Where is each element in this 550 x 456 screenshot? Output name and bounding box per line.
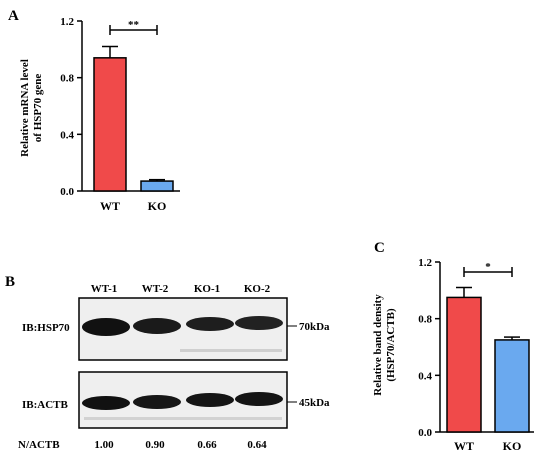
blot-actb-label: IB:ACTB xyxy=(22,399,69,411)
blot-actb-band-wt-1 xyxy=(82,396,130,410)
lane-label-wt-1: WT-1 xyxy=(91,283,118,295)
lane-label-wt-2: WT-2 xyxy=(142,283,169,295)
panel-c-bar-ko xyxy=(494,339,530,433)
panel-a-bar-ko xyxy=(140,180,174,192)
panel-a-ylabel-line1: Relative mRNA level xyxy=(19,59,31,157)
panel-a-ylabel-line2: of HSP70 gene xyxy=(32,74,44,143)
panel-c-ytick-label: 0.0 xyxy=(418,427,432,439)
panel-a-ytick-label: 1.2 xyxy=(60,16,74,28)
panel-c: C Relative band density (HSP70/ACTB) 0.0… xyxy=(372,240,534,453)
blot-actb-band-wt-2 xyxy=(133,395,181,409)
panel-a-letter: A xyxy=(8,8,19,24)
panel-a-bar-wt xyxy=(93,57,127,192)
panel-a-ytick-label: 0.8 xyxy=(60,73,74,85)
panel-c-category-ko: KO xyxy=(503,439,522,453)
panel-a-significance-stars: ** xyxy=(128,19,140,31)
panel-a: A Relative mRNA level of HSP70 gene 0.0 0… xyxy=(8,8,180,213)
lane-label-ko-2: KO-2 xyxy=(244,283,271,295)
panel-c-ylabel-line2: (HSP70/ACTB) xyxy=(385,308,397,382)
ratio-value-ko-1: 0.66 xyxy=(197,439,217,451)
blot-hsp70-size: 70kDa xyxy=(299,321,330,333)
panel-c-bar-wt xyxy=(446,296,482,433)
blot-hsp70-faint-band xyxy=(180,349,282,352)
lane-label-ko-1: KO-1 xyxy=(194,283,220,295)
panel-c-significance-stars: * xyxy=(485,261,491,273)
blot-hsp70-band-wt-1 xyxy=(82,318,130,336)
panel-c-ylabel-line1: Relative band density xyxy=(372,294,384,396)
blot-actb-faint-band xyxy=(84,417,282,420)
panel-c-ytick-label: 0.4 xyxy=(418,370,432,382)
panel-c-ytick-label: 0.8 xyxy=(418,314,432,326)
panel-b: B WT-1 WT-2 KO-1 KO-2 IB:HSP70 70kDa IB:… xyxy=(5,274,330,451)
ratio-value-ko-2: 0.64 xyxy=(247,439,267,451)
panel-c-letter: C xyxy=(374,240,385,256)
blot-actb-band-ko-2 xyxy=(235,392,283,406)
blot-hsp70-band-wt-2 xyxy=(133,318,181,334)
panel-c-category-wt: WT xyxy=(454,439,474,453)
panel-b-letter: B xyxy=(5,274,15,290)
panel-a-category-wt: WT xyxy=(100,199,120,213)
ratio-value-wt-1: 1.00 xyxy=(94,439,114,451)
blot-hsp70-band-ko-2 xyxy=(235,316,283,330)
blot-actb-size: 45kDa xyxy=(299,397,330,409)
panel-a-ytick-label: 0.4 xyxy=(60,129,74,141)
blot-hsp70-band-ko-1 xyxy=(186,317,234,331)
blot-actb-band-ko-1 xyxy=(186,393,234,407)
panel-a-category-ko: KO xyxy=(148,199,167,213)
ratio-value-wt-2: 0.90 xyxy=(145,439,165,451)
panel-a-ytick-label: 0.0 xyxy=(60,186,74,198)
blot-hsp70-label: IB:HSP70 xyxy=(22,322,70,334)
ratio-row-label: N/ACTB xyxy=(18,439,60,451)
panel-c-ytick-label: 1.2 xyxy=(418,257,432,269)
